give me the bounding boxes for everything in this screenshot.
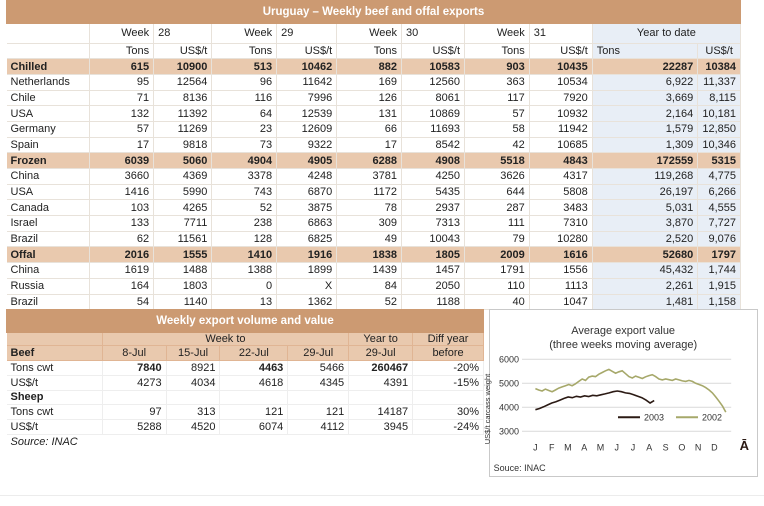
svg-text:A: A xyxy=(646,442,652,452)
svg-text:N: N xyxy=(694,442,701,452)
svg-text:4000: 4000 xyxy=(499,402,519,412)
svg-text:J: J xyxy=(614,442,619,452)
svg-text:J: J xyxy=(533,442,538,452)
svg-text:5000: 5000 xyxy=(499,378,519,388)
svg-text:J: J xyxy=(630,442,635,452)
svg-text:F: F xyxy=(549,442,555,452)
svg-text:O: O xyxy=(678,442,685,452)
svg-text:2002: 2002 xyxy=(702,412,722,422)
svg-text:M: M xyxy=(596,442,603,452)
svg-text:S: S xyxy=(662,442,668,452)
svg-text:A: A xyxy=(581,442,587,452)
svg-text:3000: 3000 xyxy=(499,426,519,436)
svg-text:6000: 6000 xyxy=(499,354,519,364)
svg-text:M: M xyxy=(564,442,571,452)
svg-text:2003: 2003 xyxy=(644,412,664,422)
svg-text:D: D xyxy=(711,442,718,452)
